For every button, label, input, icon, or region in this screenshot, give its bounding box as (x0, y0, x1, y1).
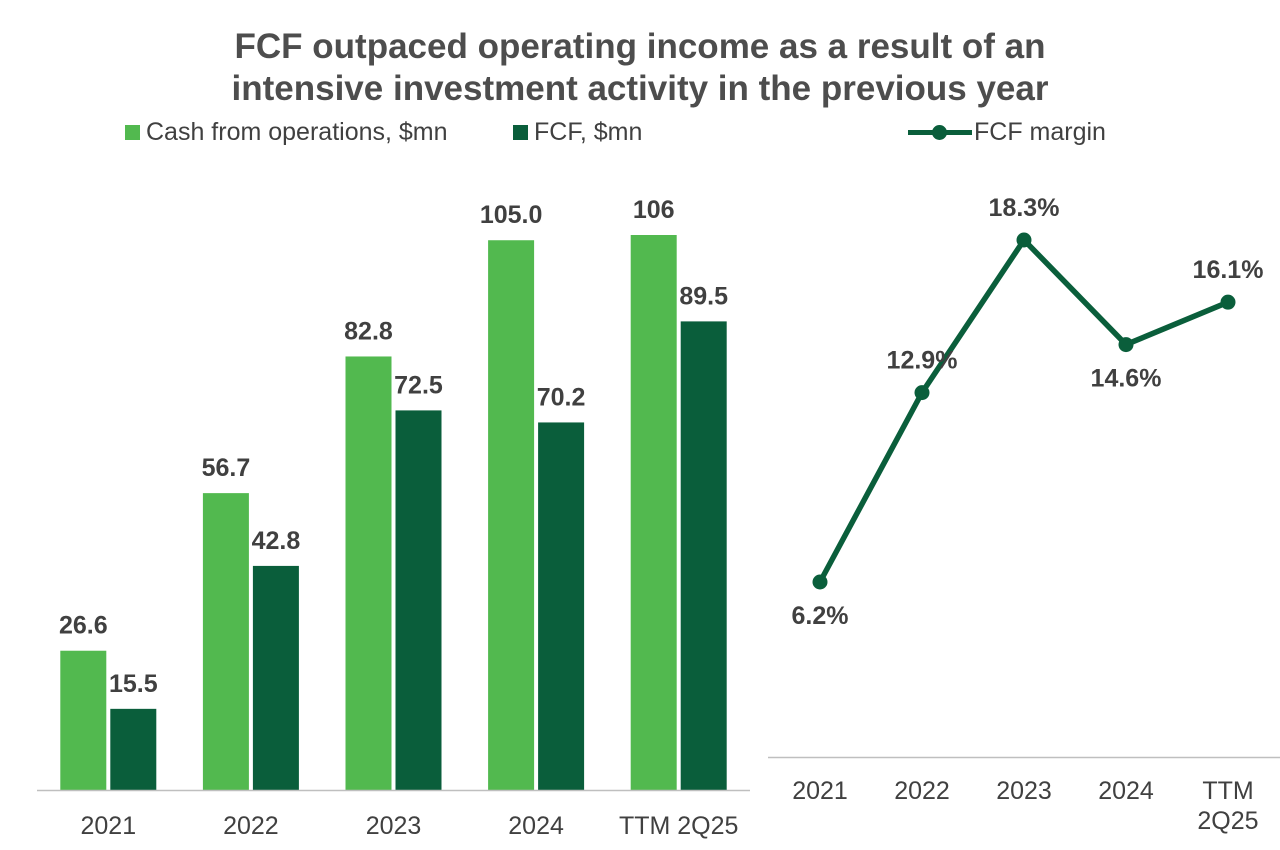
point-fcf-margin-2022 (914, 385, 930, 401)
point-fcf-margin-2021 (812, 574, 828, 590)
x-tick-bar-2023: 2023 (366, 812, 422, 840)
x-tick-line-2024: 2024 (1098, 777, 1154, 805)
data-label-fcf-mn-2024: 70.2 (537, 383, 586, 411)
x-tick-line-2023: 2023 (996, 777, 1052, 805)
x-tick-line-ttm-2q25-line-1: TTM (1202, 777, 1253, 805)
data-label-fcf-margin-2024: 14.6% (1091, 365, 1162, 393)
data-label-cash-from-operations-mn-2022: 56.7 (202, 454, 251, 482)
data-label-fcf-margin-2022: 12.9% (887, 347, 958, 375)
x-tick-bar-2022: 2022 (223, 812, 279, 840)
x-tick-line-2022: 2022 (894, 777, 950, 805)
legend-item-cash-from-operations: Cash from operations, $mn (125, 118, 448, 147)
x-tick-bar-ttm-2q25: TTM 2Q25 (619, 812, 738, 840)
x-tick-line-2021: 2021 (792, 777, 848, 805)
chart-title-line-1: FCF outpaced operating income as a resul… (234, 27, 1046, 66)
bar-fcf-mn-2021 (110, 708, 157, 790)
bar-fcf-mn-ttm-2q25 (680, 321, 727, 790)
bar-cash-from-operations-mn-2021 (60, 650, 107, 790)
line-fcf-margin (817, 237, 1230, 584)
chart-title: FCF outpaced operating income as a resul… (0, 26, 1280, 110)
x-tick-bar-2024: 2024 (508, 812, 564, 840)
legend-swatch-fcf (513, 125, 528, 140)
data-label-fcf-margin-ttm-2q25: 16.1% (1193, 256, 1264, 284)
bar-cash-from-operations-mn-2022 (202, 493, 249, 790)
data-label-fcf-mn-2023: 72.5 (394, 371, 443, 399)
bar-fcf-mn-2022 (252, 565, 299, 790)
legend-swatch-fcf-margin (908, 125, 972, 140)
legend-label-fcf: FCF, $mn (534, 118, 643, 146)
line-chart: 6.2% 2021 12.9% 2022 18.3% 2023 14.6% 2024 16.1%… (768, 194, 1280, 835)
data-label-cash-from-operations-mn-2023: 82.8 (344, 317, 393, 345)
chart-title-line-2: intensive investment activity in the pre… (231, 69, 1049, 108)
x-tick-bar-2021: 2021 (80, 812, 136, 840)
data-label-fcf-mn-ttm-2q25: 89.5 (679, 282, 728, 310)
data-label-cash-from-operations-mn-2021: 26.6 (59, 612, 108, 640)
legend-item-fcf: FCF, $mn (513, 118, 642, 147)
bar-fcf-mn-2024 (538, 422, 585, 790)
legend-label-fcf-margin: FCF margin (974, 118, 1106, 146)
legend-item-fcf-margin: FCF margin (908, 118, 1106, 147)
bar-fcf-mn-2023 (395, 410, 442, 790)
bar-chart: 26.6 15.5 2021 56.7 42.8 2022 82.872.5 2023 105.… (37, 196, 750, 840)
legend-swatch-cash-from-operations (125, 125, 140, 140)
point-fcf-margin-2024 (1118, 337, 1134, 353)
legend-label-cash-from-operations: Cash from operations, $mn (146, 118, 448, 146)
bar-cash-from-operations-mn-2024 (488, 240, 535, 791)
point-fcf-margin-2023 (1016, 232, 1032, 248)
x-tick-line-ttm-2q25-line-2: 2Q25 (1197, 807, 1258, 835)
data-label-fcf-mn-2022: 42.8 (252, 527, 301, 555)
bar-cash-from-operations-mn-2023 (345, 356, 392, 790)
data-label-fcf-margin-2021: 6.2% (792, 602, 849, 630)
bar-cash-from-operations-mn-ttm-2q25 (630, 235, 677, 790)
data-label-fcf-margin-2023: 18.3% (989, 194, 1060, 222)
data-label-cash-from-operations-mn-2024: 105.0 (480, 201, 543, 229)
data-label-fcf-mn-2021: 15.5 (109, 670, 158, 698)
point-fcf-margin-ttm-2q25 (1220, 294, 1236, 310)
data-label-cash-from-operations-mn-ttm-2q25: 106 (633, 196, 675, 224)
